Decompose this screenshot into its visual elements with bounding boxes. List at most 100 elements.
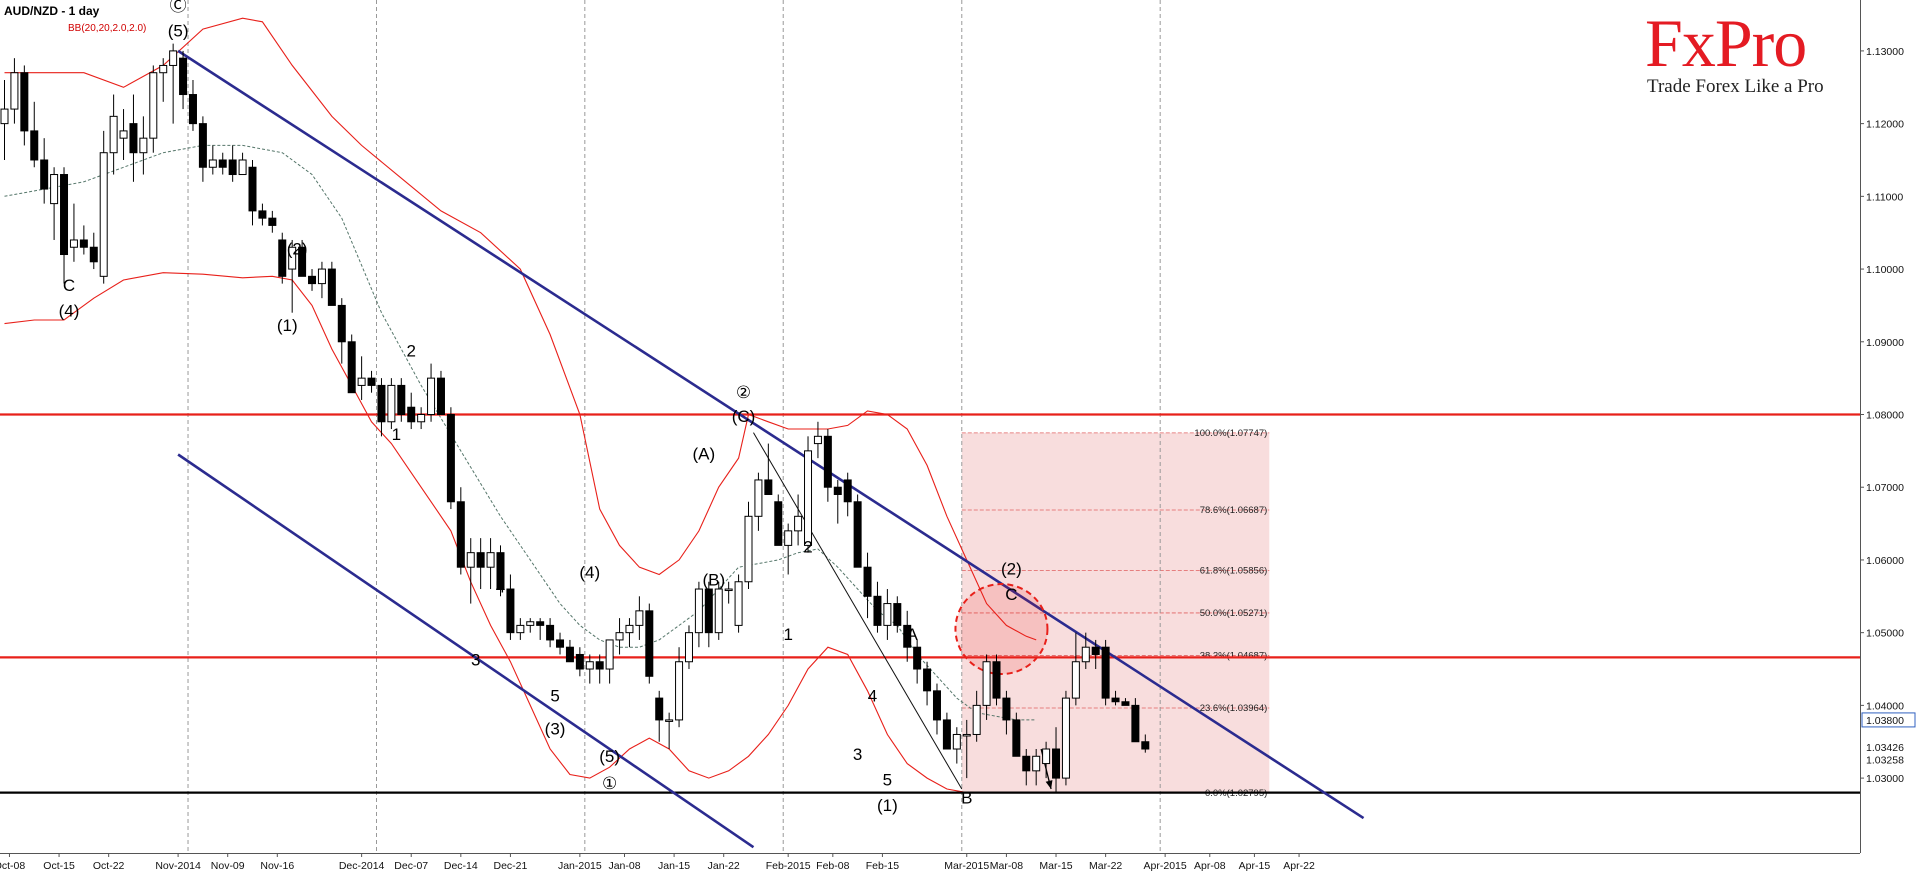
- candle-body: [208, 159, 217, 168]
- candle: [1012, 712, 1021, 757]
- candle: [278, 232, 287, 284]
- y-tick-label: 1.11000: [1866, 191, 1903, 203]
- candle: [754, 472, 763, 531]
- candle: [367, 370, 376, 393]
- candle: [635, 596, 644, 640]
- candle: [258, 203, 267, 226]
- candle-body: [30, 130, 39, 161]
- candle: [357, 356, 366, 400]
- candle-body: [972, 704, 981, 735]
- wave-label: 5: [883, 770, 892, 789]
- y-tick-label: 1.10000: [1866, 264, 1904, 276]
- candle: [79, 225, 88, 255]
- candle-body: [248, 166, 257, 212]
- x-tick-label: Dec-2014: [339, 860, 385, 872]
- candle-body: [784, 530, 793, 546]
- candle-body: [893, 603, 902, 626]
- candle: [228, 145, 237, 182]
- candle: [119, 109, 128, 160]
- candle: [546, 618, 555, 648]
- candle-body: [883, 603, 892, 626]
- wave-label: (4): [579, 563, 600, 582]
- candle-body: [149, 72, 158, 139]
- x-tick-label: Feb-08: [816, 860, 849, 872]
- candle-body: [337, 304, 346, 343]
- wave-label: 1: [392, 425, 401, 444]
- candle: [308, 269, 317, 291]
- price-tag-label: 1.03258: [1866, 754, 1904, 766]
- candle: [903, 610, 912, 662]
- y-tick-label: 1.07000: [1866, 482, 1904, 494]
- candle: [694, 581, 703, 648]
- wave-label: (A): [693, 445, 716, 464]
- candle: [337, 298, 346, 364]
- wave-label: 2: [803, 538, 812, 557]
- wave-label: (1): [277, 316, 298, 335]
- candle: [417, 407, 426, 430]
- candle: [407, 392, 416, 430]
- candle-body: [764, 479, 773, 495]
- candle: [1101, 639, 1110, 706]
- candle: [466, 538, 475, 604]
- candle: [1081, 632, 1090, 670]
- bb-mid-line: [4, 144, 1037, 721]
- candle-body: [615, 632, 624, 641]
- wave-label: 5: [550, 687, 559, 706]
- candle-body: [427, 377, 436, 416]
- candle: [556, 632, 565, 655]
- candle-body: [1052, 748, 1061, 779]
- highlight-circle: [954, 583, 1049, 676]
- wave-label: A: [907, 625, 919, 644]
- candle: [476, 538, 485, 590]
- candle: [109, 94, 118, 175]
- candle: [218, 152, 227, 175]
- grid-lines: [187, 0, 1161, 853]
- candle: [645, 603, 654, 684]
- candle-body: [546, 624, 555, 641]
- candle: [982, 654, 991, 720]
- candle-body: [188, 94, 197, 125]
- x-tick-label: Nov-09: [211, 860, 245, 872]
- candle: [565, 639, 574, 663]
- wave-label: 4: [496, 578, 505, 597]
- candle: [169, 43, 178, 124]
- candle-body: [625, 624, 634, 634]
- candle-body: [645, 610, 654, 677]
- candle-body: [833, 486, 842, 495]
- wave-label: 3: [471, 650, 480, 669]
- candle: [248, 159, 257, 226]
- candle-body: [1042, 748, 1051, 765]
- candle: [972, 690, 981, 742]
- candle: [784, 523, 793, 575]
- candle-body: [794, 515, 803, 532]
- candle: [1071, 632, 1080, 706]
- wave-label: 1: [783, 625, 792, 644]
- candle: [714, 581, 723, 640]
- candle: [893, 596, 902, 633]
- candle-body: [119, 130, 128, 139]
- candle: [486, 538, 495, 590]
- candle-body: [506, 588, 515, 634]
- candle-body: [714, 588, 723, 634]
- candle-body: [863, 566, 872, 597]
- x-tick-label: Oct-15: [43, 860, 75, 872]
- candle: [188, 79, 197, 131]
- candle-body: [913, 646, 922, 670]
- candle: [764, 443, 773, 495]
- candle: [684, 625, 693, 670]
- candle-body: [1061, 697, 1070, 779]
- candle-body: [109, 115, 118, 154]
- candle: [436, 370, 445, 416]
- candle: [516, 618, 525, 640]
- candle: [50, 167, 59, 240]
- wave-labels: Ⓒ (5) C (4) (2) (1) 2 1 4 3 5 (3) (4) (5) ① ② (C) (A) (B) 2…: [59, 0, 1022, 815]
- candle: [1131, 698, 1140, 743]
- bb-upper-line: [4, 17, 1037, 641]
- candle-body: [873, 595, 882, 626]
- candle-body: [804, 450, 813, 546]
- candle: [30, 101, 39, 168]
- candle-body: [268, 217, 277, 226]
- fib-level-label: 23.6%(1.03964): [1200, 703, 1268, 714]
- candle-body: [655, 697, 664, 721]
